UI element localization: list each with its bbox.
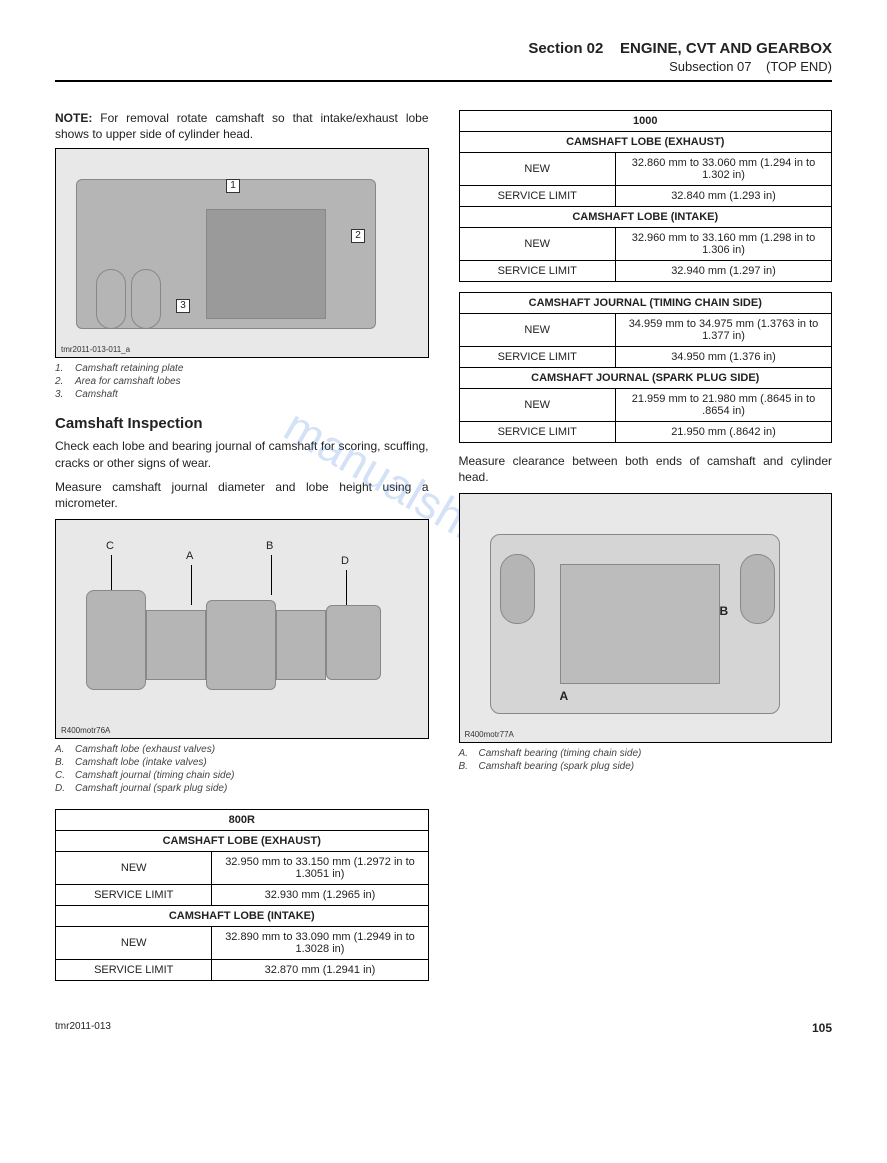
figure-tag: tmr2011-013-011_a [61, 345, 130, 354]
callout-A: A [560, 689, 569, 703]
table-label: NEW [459, 314, 615, 347]
table-800r: 800R CAMSHAFT LOBE (EXHAUST) NEW32.950 m… [55, 809, 429, 981]
table-value: 34.959 mm to 34.975 mm (1.3763 in to 1.3… [615, 314, 831, 347]
content-columns: NOTE: For removal rotate camshaft so tha… [55, 110, 832, 991]
legend-key: 1. [55, 362, 69, 375]
table-title: 800R [56, 810, 429, 831]
legend-text: Camshaft bearing (timing chain side) [479, 747, 642, 760]
callout-B: B [266, 540, 273, 552]
callout-D: D [341, 555, 349, 567]
table-value: 32.960 mm to 33.160 mm (1.298 in to 1.30… [615, 228, 831, 261]
table-value: 32.860 mm to 33.060 mm (1.294 in to 1.30… [615, 153, 831, 186]
legend-text: Camshaft lobe (intake valves) [75, 756, 207, 769]
callout-3: 3 [176, 299, 190, 313]
callout-B: B [720, 604, 729, 618]
table-section: CAMSHAFT LOBE (INTAKE) [56, 906, 429, 927]
legend-key: A. [459, 747, 473, 760]
table-label: SERVICE LIMIT [56, 885, 212, 906]
legend-text: Camshaft bearing (spark plug side) [479, 760, 635, 773]
table-label: SERVICE LIMIT [56, 960, 212, 981]
legend-key: D. [55, 782, 69, 795]
page-footer: tmr2011-013 105 [55, 1021, 832, 1035]
figure-camshaft-assembly: 1 2 3 tmr2011-013-011_a [55, 148, 429, 358]
note-paragraph: NOTE: For removal rotate camshaft so tha… [55, 110, 429, 142]
table-section: CAMSHAFT JOURNAL (TIMING CHAIN SIDE) [459, 293, 832, 314]
figure-camshaft-diagram: C A B D R400motr76A [55, 519, 429, 739]
callout-1: 1 [226, 179, 240, 193]
callout-C: C [106, 540, 114, 552]
legend-key: A. [55, 743, 69, 756]
right-column: 1000 CAMSHAFT LOBE (EXHAUST) NEW32.860 m… [459, 110, 833, 991]
subsection-line: Subsection 07 (TOP END) [55, 59, 832, 74]
table-value: 32.950 mm to 33.150 mm (1.2972 in to 1.3… [212, 852, 428, 885]
clearance-para: Measure clearance between both ends of c… [459, 453, 833, 485]
page-header: Section 02 ENGINE, CVT AND GEARBOX Subse… [55, 40, 832, 82]
table-section: CAMSHAFT LOBE (EXHAUST) [56, 831, 429, 852]
legend-text: Camshaft [75, 388, 118, 401]
table-label: NEW [459, 389, 615, 422]
note-text: For removal rotate camshaft so that inta… [55, 111, 429, 141]
callout-A: A [186, 550, 193, 562]
left-column: NOTE: For removal rotate camshaft so tha… [55, 110, 429, 991]
callout-2: 2 [351, 229, 365, 243]
figure-tag: R400motr76A [61, 726, 110, 735]
figure1-legend: 1. Camshaft retaining plate 2. Area for ca… [55, 362, 429, 401]
table-value: 32.890 mm to 33.090 mm (1.2949 in to 1.3… [212, 927, 428, 960]
table-label: NEW [56, 852, 212, 885]
table-section: CAMSHAFT LOBE (INTAKE) [459, 207, 832, 228]
table-label: SERVICE LIMIT [459, 261, 615, 282]
table-value: 32.840 mm (1.293 in) [615, 186, 831, 207]
section-label: Section 02 [528, 40, 603, 57]
table-value: 21.950 mm (.8642 in) [615, 422, 831, 443]
note-label: NOTE: [55, 111, 92, 125]
legend-key: 2. [55, 375, 69, 388]
page-number: 105 [812, 1021, 832, 1035]
table-label: NEW [459, 153, 615, 186]
legend-key: C. [55, 769, 69, 782]
legend-key: B. [55, 756, 69, 769]
table-label: NEW [459, 228, 615, 261]
legend-text: Camshaft journal (spark plug side) [75, 782, 227, 795]
subsection-label: Subsection 07 [669, 59, 751, 74]
table-value: 34.950 mm (1.376 in) [615, 347, 831, 368]
table-section: CAMSHAFT LOBE (EXHAUST) [459, 132, 832, 153]
inspection-para-2: Measure camshaft journal diameter and lo… [55, 479, 429, 511]
table-1000-lobes: 1000 CAMSHAFT LOBE (EXHAUST) NEW32.860 m… [459, 110, 833, 282]
table-label: SERVICE LIMIT [459, 347, 615, 368]
table-value: 32.940 mm (1.297 in) [615, 261, 831, 282]
table-value: 32.870 mm (1.2941 in) [212, 960, 428, 981]
table-1000-journals: CAMSHAFT JOURNAL (TIMING CHAIN SIDE) NEW… [459, 292, 833, 443]
table-value: 32.930 mm (1.2965 in) [212, 885, 428, 906]
section-title: ENGINE, CVT AND GEARBOX [620, 40, 832, 57]
table-section: CAMSHAFT JOURNAL (SPARK PLUG SIDE) [459, 368, 832, 389]
figure-tag: R400motr77A [465, 730, 514, 739]
inspection-para-1: Check each lobe and bearing journal of c… [55, 438, 429, 470]
table-label: NEW [56, 927, 212, 960]
table-value: 21.959 mm to 21.980 mm (.8645 in to .865… [615, 389, 831, 422]
figure2-legend: A. Camshaft lobe (exhaust valves) B. Camsh… [55, 743, 429, 795]
legend-text: Camshaft lobe (exhaust valves) [75, 743, 215, 756]
figure3-legend: A. Camshaft bearing (timing chain side) B… [459, 747, 833, 773]
table-label: SERVICE LIMIT [459, 422, 615, 443]
table-label: SERVICE LIMIT [459, 186, 615, 207]
legend-key: B. [459, 760, 473, 773]
table-title: 1000 [459, 111, 832, 132]
section-line: Section 02 ENGINE, CVT AND GEARBOX [55, 40, 832, 57]
legend-key: 3. [55, 388, 69, 401]
subsection-title: (TOP END) [766, 59, 832, 74]
subheading-inspection: Camshaft Inspection [55, 415, 429, 432]
figure-cylinder-head: A B R400motr77A [459, 493, 833, 743]
legend-text: Area for camshaft lobes [75, 375, 181, 388]
doc-id: tmr2011-013 [55, 1021, 111, 1035]
legend-text: Camshaft journal (timing chain side) [75, 769, 235, 782]
legend-text: Camshaft retaining plate [75, 362, 183, 375]
